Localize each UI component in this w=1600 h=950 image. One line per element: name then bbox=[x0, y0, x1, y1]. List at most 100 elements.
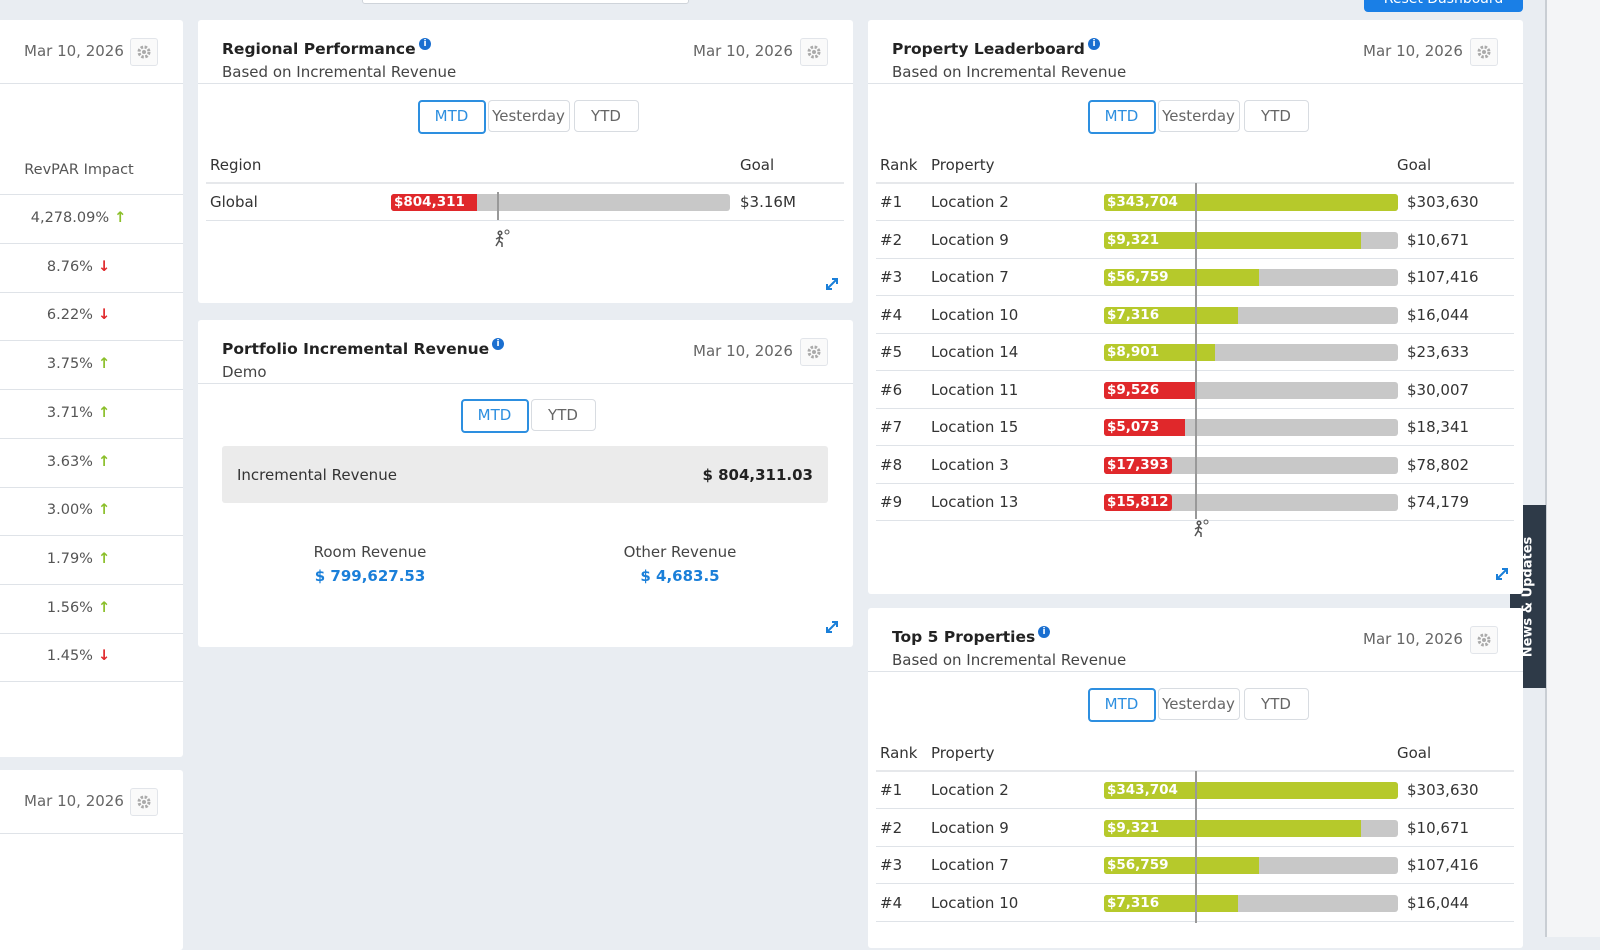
period-tab[interactable]: MTD bbox=[460, 399, 529, 433]
progress-bar: $804,311 bbox=[391, 194, 730, 211]
trend-arrow: ↑ bbox=[114, 210, 127, 226]
second-left-panel: Mar 10, 2026 bbox=[0, 770, 183, 950]
row-divider bbox=[0, 194, 183, 195]
settings-button[interactable] bbox=[130, 38, 158, 66]
panel-date: Mar 10, 2026 bbox=[693, 342, 793, 360]
panel-date: Mar 10, 2026 bbox=[24, 42, 124, 60]
top5-panel: Top 5 Properties Based on Incremental Rev… bbox=[868, 608, 1523, 948]
rank: #2 bbox=[880, 230, 903, 249]
goal-value: $10,671 bbox=[1407, 230, 1470, 249]
settings-button[interactable] bbox=[130, 788, 158, 816]
settings-button[interactable] bbox=[1470, 626, 1498, 654]
goal-value: $303,630 bbox=[1407, 193, 1479, 211]
info-icon[interactable]: i bbox=[419, 38, 431, 50]
reset-button[interactable]: Reset Dashboard bbox=[1364, 0, 1523, 12]
row-divider bbox=[0, 535, 183, 537]
progress-bar: $56,759 bbox=[1104, 857, 1398, 874]
rank: #6 bbox=[880, 380, 903, 399]
revenue-value: $ 799,627.53 bbox=[314, 567, 426, 585]
revpar-value: 3.00% bbox=[46, 502, 93, 519]
panel-date: Mar 10, 2026 bbox=[1363, 42, 1463, 60]
panel-subtitle: Demo bbox=[222, 363, 267, 381]
progress-bar: $15,812 bbox=[1104, 494, 1398, 511]
expand-button[interactable] bbox=[824, 276, 840, 296]
value-label: $343,704 bbox=[1104, 194, 1181, 211]
progress-bar: $343,704 bbox=[1104, 194, 1398, 211]
value-label: $17,393 bbox=[1104, 456, 1172, 474]
period-tab[interactable]: YTD bbox=[1243, 688, 1309, 720]
settings-button[interactable] bbox=[800, 38, 828, 66]
progress-bar: $56,759 bbox=[1104, 269, 1398, 286]
progress-bar: $343,704 bbox=[1104, 782, 1398, 799]
revpar-cell: 4,278.09% ↑ bbox=[31, 210, 128, 226]
property-name: Location 10 bbox=[931, 305, 1019, 324]
revpar-cell: 3.71% ↑ bbox=[47, 405, 111, 421]
property-name: Location 2 bbox=[931, 781, 1009, 799]
period-tab[interactable]: YTD bbox=[573, 100, 639, 132]
top-tabs bbox=[362, 0, 689, 4]
revpar-cell: 1.56% ↑ bbox=[47, 600, 111, 616]
header-divider bbox=[198, 383, 853, 384]
header-divider bbox=[868, 83, 1523, 84]
settings-button[interactable] bbox=[1470, 38, 1498, 66]
row-divider bbox=[0, 340, 183, 342]
period-tab[interactable]: Yesterday bbox=[1157, 688, 1240, 720]
rank: #8 bbox=[880, 455, 903, 474]
trend-arrow: ↑ bbox=[97, 453, 111, 470]
row-divider bbox=[0, 583, 183, 585]
property-name: Location 3 bbox=[931, 455, 1009, 474]
period-tab[interactable]: MTD bbox=[1087, 100, 1156, 134]
expand-button[interactable] bbox=[824, 619, 840, 639]
period-tab[interactable]: Yesterday bbox=[487, 100, 570, 132]
column-header: RevPAR Impact bbox=[24, 162, 134, 178]
value-label: $56,759 bbox=[1104, 857, 1172, 874]
value-label: $7,316 bbox=[1104, 306, 1163, 324]
expand-button[interactable] bbox=[1494, 566, 1510, 586]
panel-title: Property Leaderboard bbox=[892, 40, 1085, 58]
pace-icon bbox=[1190, 519, 1212, 545]
settings-button[interactable] bbox=[800, 338, 828, 366]
rank: #4 bbox=[880, 305, 903, 324]
progress-bar: $7,316 bbox=[1104, 306, 1398, 324]
panel-date: Mar 10, 2026 bbox=[1363, 630, 1463, 648]
period-tab[interactable]: YTD bbox=[530, 399, 596, 431]
value-label: $5,073 bbox=[1104, 419, 1163, 436]
revpar-value: 1.56% bbox=[46, 599, 93, 616]
rank: #2 bbox=[880, 818, 903, 837]
value-label: $343,704 bbox=[1104, 782, 1181, 799]
period-tab[interactable]: MTD bbox=[417, 100, 486, 134]
rank: #3 bbox=[880, 856, 903, 874]
trend-arrow: ↑ bbox=[97, 550, 111, 567]
panel-title: Regional Performance bbox=[222, 40, 416, 58]
value-label: $804,311 bbox=[391, 194, 468, 211]
goal-value: $78,802 bbox=[1407, 455, 1470, 474]
property-name: Location 7 bbox=[931, 268, 1009, 286]
column-header: Property bbox=[931, 156, 995, 174]
goal-value: $23,633 bbox=[1407, 343, 1470, 361]
rank: #5 bbox=[880, 343, 903, 361]
trend-arrow: ↓ bbox=[97, 648, 111, 665]
panel-subtitle: Based on Incremental Revenue bbox=[222, 63, 457, 81]
value-label: $9,526 bbox=[1104, 381, 1163, 399]
goal-value: $16,044 bbox=[1407, 305, 1470, 324]
regional-panel: Regional Performance Based on Incremental… bbox=[198, 20, 853, 303]
progress-bar: $9,321 bbox=[1104, 819, 1398, 837]
goal-value: $303,630 bbox=[1407, 781, 1479, 799]
info-icon[interactable]: i bbox=[1088, 38, 1100, 50]
property-name: Location 7 bbox=[931, 856, 1009, 874]
period-tab[interactable]: YTD bbox=[1243, 100, 1309, 132]
portfolio-panel: Portfolio Incremental Revenue Demo Mar 10,… bbox=[198, 320, 853, 647]
goal-value: $107,416 bbox=[1407, 268, 1479, 286]
goal-value: $16,044 bbox=[1407, 893, 1470, 912]
info-icon[interactable]: i bbox=[1038, 626, 1050, 638]
region-name: Global bbox=[210, 193, 258, 211]
revpar-value: 4,278.09% bbox=[30, 210, 110, 226]
rank: #9 bbox=[880, 493, 903, 511]
period-tab[interactable]: Yesterday bbox=[1157, 100, 1240, 132]
property-name: Location 10 bbox=[931, 893, 1019, 912]
pace-marker bbox=[1195, 183, 1197, 519]
revpar-value: 3.63% bbox=[46, 453, 93, 470]
info-icon[interactable]: i bbox=[492, 338, 504, 350]
period-tab[interactable]: MTD bbox=[1087, 688, 1156, 722]
